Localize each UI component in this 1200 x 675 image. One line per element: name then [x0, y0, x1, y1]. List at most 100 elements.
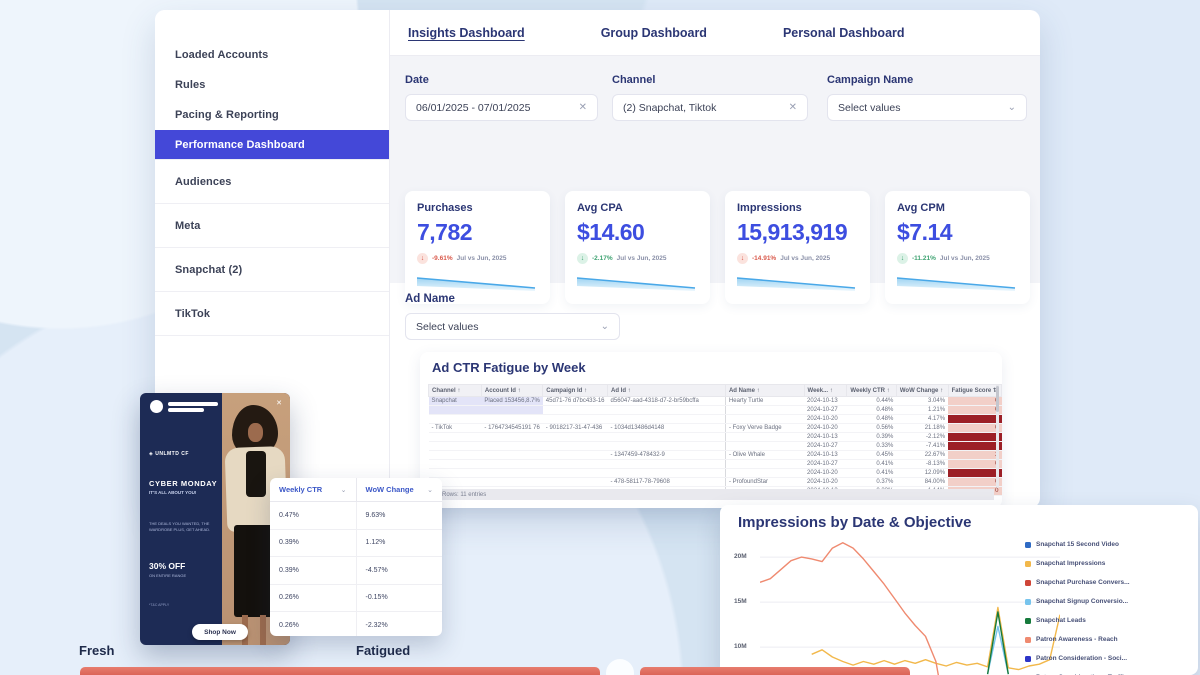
cell-fatigue_score — [948, 432, 1002, 442]
sidebar-item-tiktok[interactable]: TikTok — [155, 292, 389, 336]
table-row[interactable]: 2024-10-20 0.41% 12.09% — [428, 468, 1002, 478]
column-header-campaign-id[interactable]: Campaign Id ↑ — [542, 384, 609, 397]
cell-fatigue_score: 0 — [948, 396, 1002, 406]
ad-name-select[interactable]: Select values ⌄ — [405, 313, 620, 340]
legend-item[interactable]: Snapchat Purchase Convers... — [1025, 573, 1130, 592]
column-header-wow-change[interactable]: WoW Change ↑ — [895, 384, 949, 397]
kpi-value: 15,913,919 — [737, 219, 848, 245]
mini-header-label: WoW Change — [365, 485, 414, 494]
cell-ad_id: d56047-aad-4318-d7-2-br59bcffa — [607, 396, 726, 406]
mini-column-header-wow-change[interactable]: WoW Change ⌄ — [357, 478, 443, 501]
story-username-bar — [168, 402, 218, 406]
chevron-down-icon[interactable]: ⌄ — [1007, 102, 1016, 113]
filter-select-campaign-name[interactable]: Select values ⌄ — [827, 94, 1027, 121]
column-header-account-id[interactable]: Account Id ↑ — [480, 384, 544, 397]
cell-campaign — [542, 450, 608, 460]
legend-item[interactable]: Patron Awareness - Reach — [1025, 630, 1130, 649]
cell-fatigue_score — [948, 414, 1002, 424]
cell-weekly_ctr: 0.48% — [846, 414, 897, 424]
chart-title: Impressions by Date & Objective — [738, 514, 972, 531]
sidebar-item-rules[interactable]: Rules — [175, 79, 206, 91]
sidebar-item-performance-dashboard[interactable]: Performance Dashboard — [155, 130, 389, 160]
shop-now-button[interactable]: Shop Now — [192, 624, 248, 640]
sidebar-item-audiences[interactable]: Audiences — [155, 160, 389, 204]
cell-account — [481, 459, 543, 469]
mini-table-row: 0.47% 9.63% — [270, 502, 442, 530]
column-header-channel[interactable]: Channel ↑ — [428, 384, 482, 397]
column-header-weekly-ctr[interactable]: Weekly CTR ↑ — [846, 384, 897, 397]
cell-wow_change: 4.17% — [896, 414, 949, 424]
cell-fatigue_score — [948, 441, 1002, 451]
story-avatar — [150, 400, 163, 413]
tab-personal-dashboard[interactable]: Personal Dashboard — [782, 25, 905, 40]
cell-weekly_ctr: 0.44% — [846, 396, 897, 406]
y-axis-tick: 10M — [734, 643, 747, 651]
brand-logo: ◈ UNLMTD CF — [149, 451, 189, 457]
table-row[interactable]: - 478-58117-78-79608- ProfoundStar 2024-1… — [428, 477, 1002, 487]
mini-cell: 0.39% — [270, 557, 357, 584]
clear-icon[interactable]: ✕ — [578, 102, 587, 113]
tab-insights-dashboard[interactable]: Insights Dashboard — [408, 25, 525, 40]
sidebar-item-pacing-reporting[interactable]: Pacing & Reporting — [175, 109, 279, 121]
table-row[interactable]: - 1347459-478432-9- Olive Whale 2024-10-1… — [428, 450, 1002, 460]
column-header-week-[interactable]: Week... ↑ — [803, 384, 848, 397]
table-row[interactable]: - TikTok - 1764734545191 76- 9018217-31-4… — [428, 423, 1002, 433]
table-row[interactable]: 2024-10-27 0.33% -7.41% — [428, 441, 1002, 451]
legend-label: Patron Awareness - Reach — [1036, 636, 1118, 643]
sidebar-item-meta[interactable]: Meta — [155, 204, 389, 248]
table-row[interactable]: 2024-10-13 0.39% -2.12% — [428, 432, 1002, 442]
legend-label: Snapchat 15 Second Video — [1036, 541, 1119, 548]
column-header-fatigue-score[interactable]: Fatigue Score ⇅ — [947, 384, 1003, 397]
filter-select-date[interactable]: 06/01/2025 - 07/01/2025 ✕ — [405, 94, 598, 121]
filter-label: Channel — [612, 74, 656, 86]
chevron-down-icon: ⌄ — [427, 486, 433, 494]
tab-group-dashboard[interactable]: Group Dashboard — [600, 25, 707, 40]
legend-item[interactable]: Snapchat Leads — [1025, 611, 1130, 630]
table-row[interactable]: Snapchat Placed 153456,8.7% 45d71-76 d7bc4… — [428, 396, 1002, 406]
legend-item[interactable]: Patron Consideration - Soci... — [1025, 649, 1130, 668]
mini-table-row: 0.39% -4.57% — [270, 557, 442, 585]
column-header-ad-name[interactable]: Ad Name ↑ — [724, 384, 805, 397]
sidebar-item-loaded-accounts[interactable]: Loaded Accounts — [175, 49, 269, 61]
legend-swatch-icon — [1025, 636, 1031, 643]
table-row[interactable]: 2024-10-270.48%1.21%0 — [428, 405, 1002, 415]
legend-item[interactable]: Snapchat 15 Second Video — [1025, 535, 1130, 554]
cell-wow_change: 84.00% — [896, 477, 949, 487]
column-header-ad-id[interactable]: Ad Id ↑ — [607, 384, 726, 397]
table-row[interactable]: 2024-10-270.41%-8.13%0 — [428, 459, 1002, 469]
legend-item[interactable]: Snapchat Impressions — [1025, 554, 1130, 573]
sidebar: Loaded Accounts Rules Pacing & Reporting Pe… — [155, 10, 390, 508]
arrow-down-icon: ↓ — [897, 253, 908, 264]
fatigued-label: Fatigued — [356, 643, 411, 658]
cell-week: 2024-10-27 — [804, 441, 847, 451]
fatigue-table: Channel ↑ Account Id ↑ Campaign Id ↑ Ad Id … — [428, 384, 1003, 496]
cell-wow_change: -7.41% — [896, 441, 949, 451]
cell-wow_change: -8.13% — [896, 459, 949, 469]
cell-ad_name — [725, 459, 805, 469]
kpi-value: 7,782 — [417, 219, 473, 245]
mini-column-header-weekly-ctr[interactable]: Weekly CTR ⌄ — [270, 478, 357, 501]
table-scrollbar[interactable] — [996, 384, 999, 488]
filter-group-campaign-name: Campaign Name Select values ⌄ — [827, 74, 1027, 121]
clear-icon[interactable]: ✕ — [788, 102, 797, 113]
cell-ad_name — [725, 468, 805, 478]
chart-legend: Snapchat 15 Second Video Snapchat Impress… — [1025, 535, 1130, 675]
kpi-sparkline — [737, 277, 856, 291]
mini-cell: 1.12% — [365, 539, 386, 547]
cell-fatigue_score: 0 — [948, 477, 1002, 487]
legend-item[interactable]: Patron Consideration - Traffic — [1025, 668, 1130, 675]
filter-select-channel[interactable]: (2) Snapchat, Tiktok ✕ — [612, 94, 808, 121]
y-axis-tick: 20M — [734, 553, 747, 561]
kpi-sparkline — [897, 277, 1016, 291]
close-icon[interactable]: ✕ — [276, 400, 282, 407]
table-row[interactable]: 2024-10-20 0.48% 4.17% — [428, 414, 1002, 424]
cell-channel: - TikTok — [428, 423, 482, 433]
legend-item[interactable]: Snapchat Signup Conversio... — [1025, 592, 1130, 611]
cell-wow_change: 1.21% — [896, 405, 949, 415]
cell-campaign — [542, 414, 608, 424]
sidebar-item-snapchat-2-[interactable]: Snapchat (2) — [155, 248, 389, 292]
kpi-card-avg-cpa: Avg CPA $14.60 ↓ -2.17% Jul vs Jun, 2025 — [565, 191, 710, 304]
cell-week: 2024-10-20 — [804, 423, 847, 433]
legend-swatch-icon — [1025, 579, 1031, 586]
legend-swatch-icon — [1025, 655, 1031, 662]
